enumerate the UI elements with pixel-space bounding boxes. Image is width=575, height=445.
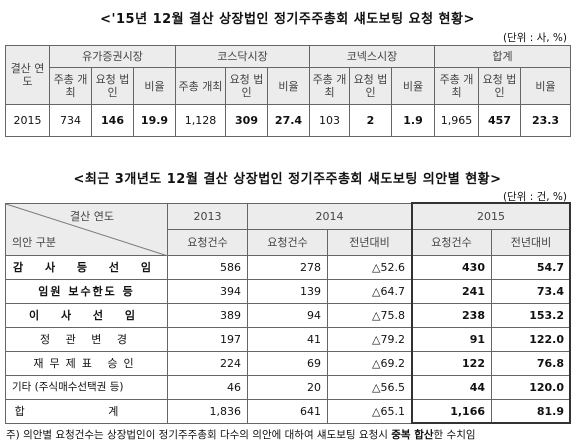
value-cell: 1,128 — [175, 104, 226, 137]
value-cell: 41 — [247, 327, 328, 352]
sub-header-requests: 요청 법인 — [478, 67, 521, 105]
year-2013-header: 2013 — [167, 203, 248, 230]
value-cell: △79.2 — [327, 327, 412, 352]
year-header: 결산 연도 — [5, 45, 50, 105]
corner-top-label: 결산 연도 — [70, 210, 114, 223]
value-cell: △64.7 — [327, 279, 412, 304]
row-label: 감 사 등 선 임 — [5, 255, 168, 280]
value-cell: 457 — [478, 104, 521, 137]
table1-unit: (단위 : 사, %) — [502, 32, 567, 44]
value-cell: 27.4 — [267, 104, 310, 137]
table2-unit: (단위 : 건, %) — [502, 191, 567, 203]
row-label: 기타 (주식매수선택권 등) — [5, 375, 168, 400]
value-cell: 1.9 — [391, 104, 435, 137]
value-cell: △65.1 — [327, 399, 412, 424]
value-cell: 122 — [411, 351, 492, 376]
sub-header-requests: 요청 법인 — [225, 67, 268, 105]
value-cell: 69 — [247, 351, 328, 376]
year-cell: 2015 — [5, 104, 50, 137]
row-label: 정 관 변 경 — [5, 327, 168, 352]
sub-header-ratio: 비율 — [519, 67, 572, 105]
sub-header-meetings: 주총 개최 — [49, 67, 92, 105]
sub-header-ratio: 비율 — [391, 67, 435, 105]
value-cell: 54.7 — [491, 255, 571, 280]
market-summary-table: 결산 연도 유가증권시장 코스닥시장 코넥스시장 합계 주총 개최 요청 법인 … — [5, 45, 572, 137]
value-cell: △52.6 — [327, 255, 412, 280]
value-cell: 146 — [91, 104, 134, 137]
row-label: 임원 보수한도 등 — [5, 279, 168, 304]
value-cell: △75.8 — [327, 303, 412, 328]
value-cell: 2 — [349, 104, 392, 137]
value-cell: 734 — [49, 104, 92, 137]
sub-header-requests: 요청 법인 — [91, 67, 134, 105]
value-cell: 91 — [411, 327, 492, 352]
kosdaq-header: 코스닥시장 — [175, 45, 310, 68]
sub-header-yoy: 전년대비 — [327, 229, 412, 256]
value-cell: 153.2 — [491, 303, 571, 328]
value-cell: 586 — [167, 255, 248, 280]
year-2014-header: 2014 — [247, 203, 412, 230]
row-label: 합 계 — [5, 399, 168, 424]
value-cell: 278 — [247, 255, 328, 280]
value-cell: 44 — [411, 375, 492, 400]
value-cell: 430 — [411, 255, 492, 280]
value-cell: 120.0 — [491, 375, 571, 400]
kospi-header: 유가증권시장 — [49, 45, 176, 68]
total-row: 합 계 1,836 641 △65.1 1,166 81.9 — [5, 399, 571, 424]
corner-header: 결산 연도 의안 구분 — [5, 203, 168, 256]
value-cell: 81.9 — [491, 399, 571, 424]
agenda-table: 결산 연도 의안 구분 2013 2014 2015 요청건수 요청건수 전년대… — [5, 203, 571, 424]
konex-header: 코넥스시장 — [309, 45, 435, 68]
row-label: 이 사 선 임 — [5, 303, 168, 328]
value-cell: 122.0 — [491, 327, 571, 352]
sub-header-ratio: 비율 — [133, 67, 176, 105]
value-cell: 76.8 — [491, 351, 571, 376]
sub-header-requests: 요청건수 — [411, 229, 492, 256]
sub-header-requests: 요청건수 — [167, 229, 248, 256]
table2-title: <최근 3개년도 12월 결산 상장법인 정기주주총회 섀도보팅 의안별 현황> — [73, 172, 502, 187]
value-cell: 241 — [411, 279, 492, 304]
total-header: 합계 — [433, 45, 572, 68]
value-cell: 197 — [167, 327, 248, 352]
table-row: 기타 (주식매수선택권 등) 46 20 △56.5 44 120.0 — [5, 375, 571, 400]
corner-bottom-label: 의안 구분 — [12, 236, 56, 249]
table-row: 2015 734 146 19.9 1,128 309 27.4 103 2 1… — [5, 104, 572, 137]
value-cell: 1,965 — [434, 104, 479, 137]
value-cell: 389 — [167, 303, 248, 328]
row-label: 재무제표 승인 — [5, 351, 168, 376]
sub-header-meetings: 주총 개최 — [175, 67, 226, 105]
sub-header-meetings: 주총 개최 — [434, 67, 479, 105]
value-cell: 139 — [247, 279, 328, 304]
value-cell: △69.2 — [327, 351, 412, 376]
value-cell: 309 — [225, 104, 268, 137]
sub-header-ratio: 비율 — [267, 67, 310, 105]
table-row: 재무제표 승인 224 69 △69.2 122 76.8 — [5, 351, 571, 376]
diagonal-line — [6, 204, 168, 256]
value-cell: 19.9 — [133, 104, 176, 137]
value-cell: 1,166 — [411, 399, 492, 424]
value-cell: 394 — [167, 279, 248, 304]
table-row: 정 관 변 경 197 41 △79.2 91 122.0 — [5, 327, 571, 352]
value-cell: △56.5 — [327, 375, 412, 400]
value-cell: 641 — [247, 399, 328, 424]
table-row: 감 사 등 선 임 586 278 △52.6 430 54.7 — [5, 255, 571, 280]
value-cell: 224 — [167, 351, 248, 376]
table1-title: <'15년 12월 결산 상장법인 정기주주총회 섀도보팅 요청 현황> — [100, 12, 475, 27]
value-cell: 94 — [247, 303, 328, 328]
value-cell: 23.3 — [519, 104, 572, 137]
table-row: 이 사 선 임 389 94 △75.8 238 153.2 — [5, 303, 571, 328]
value-cell: 238 — [411, 303, 492, 328]
sub-header-requests: 요청 법인 — [349, 67, 392, 105]
value-cell: 46 — [167, 375, 248, 400]
sub-header-requests: 요청건수 — [247, 229, 328, 256]
value-cell: 1,836 — [167, 399, 248, 424]
table-row: 임원 보수한도 등 394 139 △64.7 241 73.4 — [5, 279, 571, 304]
value-cell: 103 — [309, 104, 350, 137]
value-cell: 73.4 — [491, 279, 571, 304]
footnote: 주) 의안별 요청건수는 상장법인이 정기주주총회 다수의 의안에 대하여 섀도… — [6, 429, 476, 441]
year-2015-header: 2015 — [411, 203, 571, 230]
sub-header-meetings: 주총 개최 — [309, 67, 350, 105]
sub-header-yoy: 전년대비 — [491, 229, 571, 256]
value-cell: 20 — [247, 375, 328, 400]
